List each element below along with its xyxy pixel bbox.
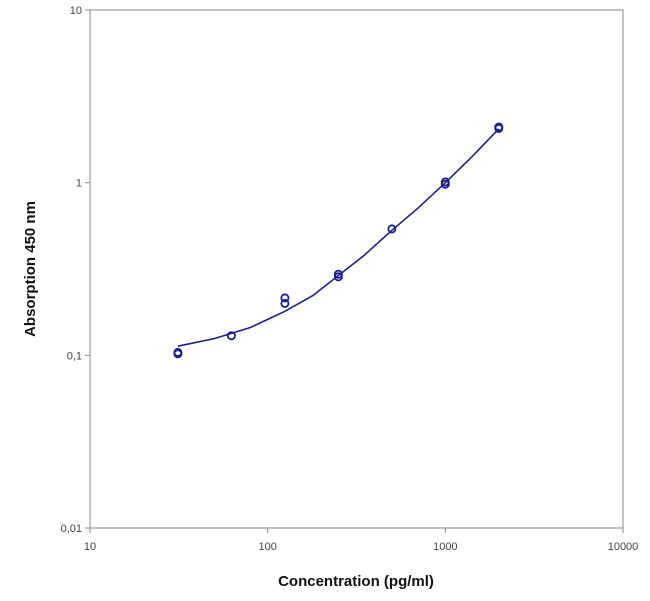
- data-point: [440, 177, 450, 187]
- data-point: [280, 293, 290, 303]
- x-axis-ticks: 10 100 1000 10000: [84, 528, 638, 553]
- data-point: [280, 298, 290, 308]
- y-tick-label: 0,01: [61, 523, 82, 535]
- data-point: [173, 347, 183, 357]
- y-tick-label: 0,1: [67, 350, 82, 362]
- x-tick-label: 10000: [608, 541, 639, 553]
- x-tick-label: 100: [258, 541, 276, 553]
- fit-curve: [177, 128, 500, 347]
- data-point: [333, 269, 343, 279]
- y-axis-title: Absorption 450 nm: [22, 201, 39, 337]
- data-point: [387, 224, 397, 234]
- x-axis-title: Concentration (pg/ml): [278, 573, 434, 590]
- y-axis-ticks: 0,01 0,1 1 10: [61, 5, 90, 535]
- y-tick-label: 10: [70, 5, 82, 17]
- data-point: [226, 331, 236, 341]
- data-point: [494, 122, 504, 132]
- x-tick-label: 10: [84, 541, 96, 553]
- data-points: [173, 122, 504, 359]
- y-tick-label: 1: [76, 178, 82, 190]
- x-tick-label: 1000: [433, 541, 457, 553]
- plot-area: [89, 9, 624, 529]
